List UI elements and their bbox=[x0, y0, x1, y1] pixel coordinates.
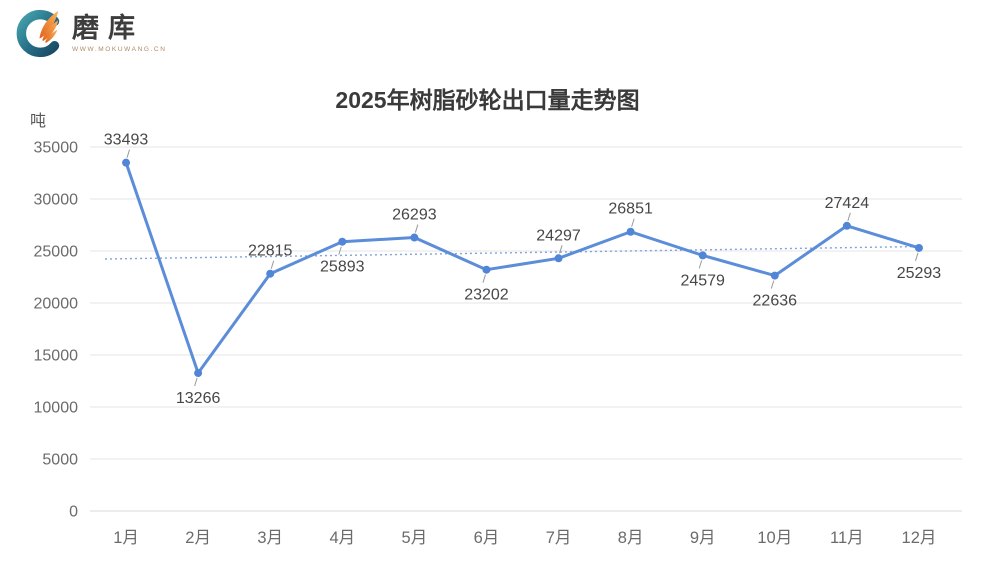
label-leader-line bbox=[482, 274, 486, 283]
x-axis-label: 12月 bbox=[902, 529, 937, 547]
x-axis-label: 7月 bbox=[546, 529, 572, 547]
y-axis-tick-label: 25000 bbox=[34, 244, 79, 261]
data-point-label: 25293 bbox=[897, 265, 942, 282]
data-point[interactable] bbox=[338, 237, 347, 246]
label-leader-line bbox=[914, 252, 919, 262]
data-point-label: 27424 bbox=[825, 195, 870, 212]
x-axis-label: 8月 bbox=[618, 529, 644, 547]
y-axis-tick-label: 35000 bbox=[34, 140, 79, 157]
y-axis-unit-label: 吨 bbox=[30, 113, 47, 130]
x-axis-label: 9月 bbox=[690, 529, 716, 547]
data-point-label: 33493 bbox=[104, 132, 149, 149]
label-leader-line bbox=[770, 280, 775, 289]
label-leader-line bbox=[847, 212, 851, 221]
data-point-label: 26293 bbox=[392, 207, 437, 224]
x-axis-label: 4月 bbox=[329, 529, 355, 547]
trendline bbox=[104, 245, 919, 260]
data-point-label: 24297 bbox=[536, 227, 581, 244]
x-axis-label: 5月 bbox=[402, 529, 428, 547]
label-leader-line bbox=[338, 246, 342, 255]
x-axis-label: 3月 bbox=[257, 529, 283, 547]
y-axis-tick-label: 30000 bbox=[34, 192, 79, 209]
y-axis-tick-label: 20000 bbox=[34, 296, 79, 313]
moku-logo-icon bbox=[14, 9, 63, 58]
data-point-label: 22636 bbox=[753, 293, 798, 310]
y-axis-tick-label: 10000 bbox=[34, 400, 79, 417]
label-leader-line bbox=[559, 245, 563, 254]
data-point-label: 13266 bbox=[176, 390, 221, 407]
x-axis-label: 6月 bbox=[474, 529, 500, 547]
data-point-label: 24579 bbox=[680, 272, 725, 289]
label-leader-line bbox=[270, 260, 275, 269]
x-axis-label: 1月 bbox=[113, 529, 139, 547]
data-point[interactable] bbox=[482, 265, 491, 274]
data-point[interactable] bbox=[770, 271, 779, 280]
label-leader-line bbox=[698, 260, 703, 269]
y-axis-tick-label: 5000 bbox=[42, 452, 78, 469]
data-point[interactable] bbox=[842, 221, 851, 230]
label-leader-line bbox=[414, 224, 419, 233]
data-point[interactable] bbox=[410, 233, 419, 242]
data-point[interactable] bbox=[698, 251, 707, 260]
data-point[interactable] bbox=[554, 254, 563, 263]
x-axis-label: 2月 bbox=[185, 529, 211, 547]
label-leader-line bbox=[631, 218, 635, 227]
data-point[interactable] bbox=[914, 243, 923, 252]
label-leader-line bbox=[126, 149, 131, 158]
chart-title: 2025年树脂砂轮出口量走势图 bbox=[335, 87, 640, 113]
series-line bbox=[124, 161, 921, 375]
data-point-label: 23202 bbox=[464, 287, 509, 304]
label-leader-line bbox=[194, 377, 198, 387]
data-point-label: 26851 bbox=[608, 201, 653, 218]
data-point[interactable] bbox=[626, 227, 635, 236]
data-point[interactable] bbox=[122, 158, 131, 167]
data-point[interactable] bbox=[194, 369, 203, 378]
data-point[interactable] bbox=[266, 269, 275, 278]
logo-brand-text: 磨库 bbox=[72, 13, 144, 44]
data-point-label: 22815 bbox=[248, 243, 293, 260]
data-point-label: 25893 bbox=[320, 259, 365, 276]
x-axis-label: 11月 bbox=[830, 529, 864, 547]
x-axis-label: 10月 bbox=[757, 529, 792, 547]
logo-url-text: WWW.MOKUWANG.CN bbox=[72, 45, 167, 53]
y-axis-tick-label: 15000 bbox=[34, 348, 79, 365]
logo: 磨库 WWW.MOKUWANG.CN bbox=[14, 9, 167, 58]
y-axis-tick-label: 0 bbox=[69, 504, 78, 521]
